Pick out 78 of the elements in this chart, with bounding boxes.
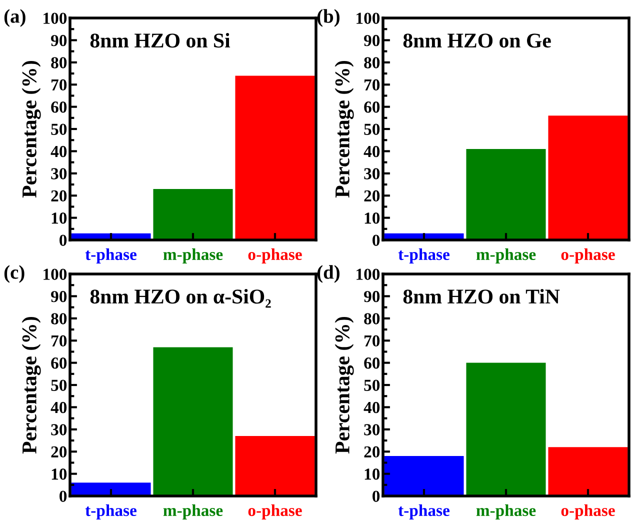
bar: [153, 188, 233, 240]
x-tick-label: o-phase: [561, 248, 615, 264]
bar: [153, 347, 233, 496]
y-tick-label: 50: [364, 124, 380, 135]
y-tick-label: 60: [364, 102, 380, 113]
x-tick-label: o-phase: [561, 504, 615, 520]
text: (a): [4, 9, 26, 27]
y-tick-label: 30: [51, 424, 67, 436]
y-tick-label: 50: [51, 380, 67, 391]
x-tick-label: t-phase: [398, 248, 450, 264]
y-tick-label: 50: [51, 124, 67, 135]
y-tick-label: 70: [52, 79, 67, 91]
y-tick-label: 80: [364, 313, 380, 324]
y-tick-label: 0: [372, 490, 380, 502]
y-axis-title: Percentage (%): [334, 60, 354, 198]
y-tick-label: 10: [364, 212, 380, 224]
text: 8nm HZO on α-SiO₂: [90, 288, 271, 308]
y-tick-label: 50: [364, 380, 380, 391]
y-tick-label: 20: [364, 446, 380, 458]
y-tick-label: 90: [51, 290, 67, 302]
x-tick-label: o-phase: [248, 248, 302, 264]
y-tick-label: 70: [52, 335, 67, 347]
x-tick-label: t-phase: [85, 248, 136, 264]
y-tick-label: 60: [364, 358, 380, 369]
x-tick-label: o-phase: [248, 504, 302, 520]
text: 8nm HZO on Ge: [403, 34, 551, 48]
y-tick-label: 20: [364, 190, 380, 202]
y-tick-label: 100: [44, 268, 67, 280]
y-tick-label: 60: [51, 358, 67, 369]
y-tick-label: 10: [52, 212, 67, 224]
y-tick-label: 80: [364, 57, 380, 68]
bar: [466, 362, 546, 496]
y-tick-label: 70: [364, 335, 380, 347]
bar: [466, 148, 546, 240]
y-tick-label: 60: [51, 102, 67, 113]
text: 8nm HZO on Si: [90, 32, 230, 48]
y-tick-label: 100: [356, 268, 380, 280]
x-tick-label: m-phase: [163, 504, 223, 520]
y-tick-label: 0: [60, 234, 67, 246]
x-tick-label: m-phase: [476, 504, 536, 520]
y-tick-label: 20: [51, 190, 67, 202]
bar: [235, 76, 315, 240]
y-axis-title: Percentage (%): [22, 60, 41, 198]
y-tick-label: 10: [364, 468, 380, 480]
y-tick-label: 20: [51, 446, 67, 458]
y-tick-label: 40: [364, 402, 380, 414]
y-tick-label: 30: [364, 168, 380, 180]
x-tick-label: t-phase: [398, 504, 450, 520]
y-tick-label: 10: [52, 468, 67, 480]
y-tick-label: 30: [51, 168, 67, 180]
bar: [71, 482, 151, 496]
bar: [384, 456, 464, 496]
y-axis-title: Percentage (%): [22, 316, 41, 454]
y-tick-label: 90: [51, 34, 67, 46]
y-tick-label: 30: [364, 424, 380, 436]
y-tick-label: 100: [356, 12, 380, 24]
text: (d): [317, 265, 340, 283]
x-tick-label: t-phase: [85, 504, 136, 520]
bar: [548, 447, 628, 496]
y-tick-label: 90: [364, 290, 380, 302]
x-tick-label: m-phase: [163, 248, 223, 264]
y-tick-label: 40: [50, 146, 67, 158]
y-tick-label: 80: [51, 313, 67, 324]
text: (c): [4, 265, 24, 283]
y-tick-label: 100: [44, 12, 67, 24]
y-tick-label: 40: [50, 402, 67, 414]
y-tick-label: 40: [364, 146, 380, 158]
y-tick-label: 70: [364, 79, 380, 91]
y-tick-label: 90: [364, 34, 380, 46]
y-tick-label: 0: [60, 490, 67, 502]
text: (b): [317, 9, 340, 27]
text: 8nm HZO on TiN: [403, 288, 560, 304]
x-tick-label: m-phase: [476, 248, 536, 264]
y-tick-label: 0: [372, 234, 380, 246]
y-axis-title: Percentage (%): [334, 316, 354, 454]
bar: [235, 436, 315, 496]
y-tick-label: 80: [51, 57, 67, 68]
bar: [548, 116, 628, 240]
